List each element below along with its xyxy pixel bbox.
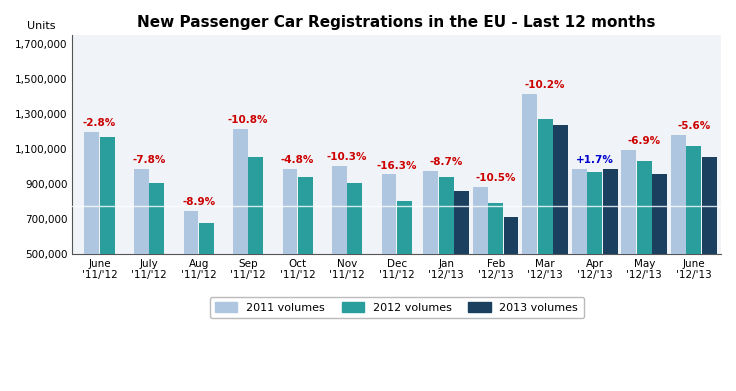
Bar xyxy=(587,172,602,341)
Text: -10.3%: -10.3% xyxy=(327,152,367,162)
Bar xyxy=(381,174,397,341)
Bar xyxy=(199,223,213,341)
Text: Units: Units xyxy=(27,21,55,31)
Bar xyxy=(397,201,411,341)
Bar xyxy=(687,146,701,341)
Bar xyxy=(149,183,164,341)
Bar xyxy=(553,124,568,341)
Text: -8.9%: -8.9% xyxy=(182,197,215,207)
Text: -8.7%: -8.7% xyxy=(430,157,463,167)
Text: -10.2%: -10.2% xyxy=(525,80,565,90)
Bar xyxy=(701,157,717,341)
Text: -7.8%: -7.8% xyxy=(132,155,166,165)
Bar xyxy=(603,169,618,341)
Text: +1.7%: +1.7% xyxy=(576,155,614,165)
Legend: 2011 volumes, 2012 volumes, 2013 volumes: 2011 volumes, 2012 volumes, 2013 volumes xyxy=(210,297,584,318)
Text: -6.9%: -6.9% xyxy=(628,136,661,146)
Bar xyxy=(473,187,488,341)
Text: -10.5%: -10.5% xyxy=(475,173,516,183)
Bar xyxy=(523,94,537,341)
Text: -10.8%: -10.8% xyxy=(228,115,269,125)
Bar xyxy=(183,211,199,341)
Bar xyxy=(572,169,587,341)
Title: New Passenger Car Registrations in the EU - Last 12 months: New Passenger Car Registrations in the E… xyxy=(138,15,656,30)
Text: -16.3%: -16.3% xyxy=(376,161,417,170)
Bar xyxy=(248,158,263,341)
Text: -5.6%: -5.6% xyxy=(677,121,710,131)
Bar xyxy=(503,217,518,341)
Bar xyxy=(538,119,553,341)
Bar xyxy=(332,166,347,341)
Bar xyxy=(488,203,503,341)
Bar xyxy=(85,131,99,341)
Bar xyxy=(298,177,313,341)
Text: -2.8%: -2.8% xyxy=(83,118,116,128)
Bar xyxy=(233,129,248,341)
Bar xyxy=(671,135,686,341)
Text: -4.8%: -4.8% xyxy=(281,155,314,165)
Bar xyxy=(621,150,637,341)
Bar xyxy=(423,171,438,341)
Bar xyxy=(652,174,667,341)
Bar xyxy=(637,161,651,341)
Bar xyxy=(283,169,297,341)
Bar xyxy=(347,183,362,341)
Bar xyxy=(100,137,115,341)
Bar xyxy=(134,169,149,341)
Bar xyxy=(439,177,453,341)
Bar xyxy=(454,191,469,341)
